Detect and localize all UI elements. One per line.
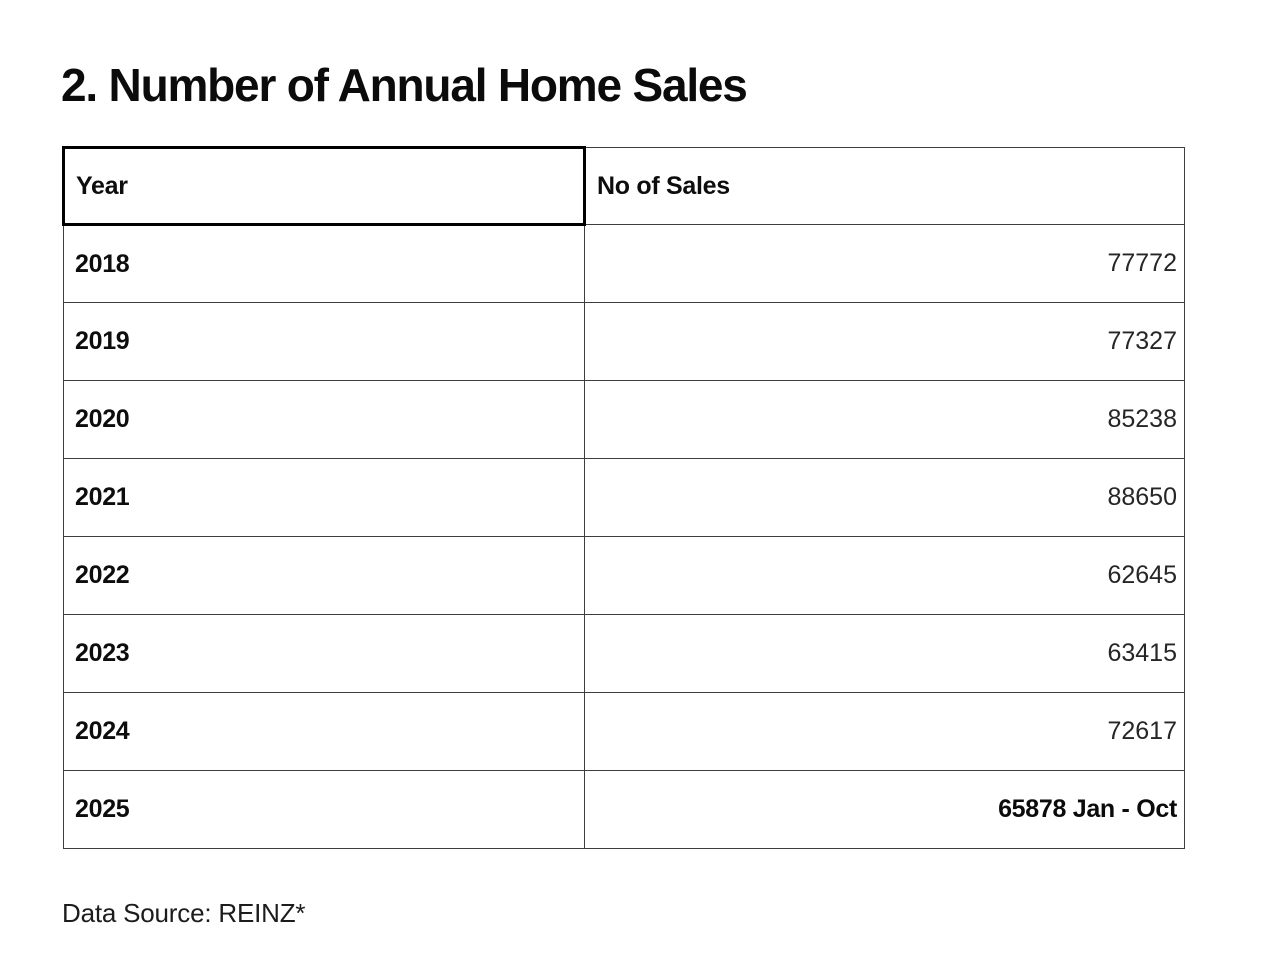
sales-cell[interactable]: 88650: [584, 458, 1185, 537]
year-cell[interactable]: 2023: [63, 614, 585, 693]
year-cell[interactable]: 2022: [63, 536, 585, 615]
table-header-year[interactable]: Year: [62, 146, 586, 226]
data-source-note: Data Source: REINZ*: [62, 898, 306, 928]
table-header-sales[interactable]: No of Sales: [584, 147, 1185, 225]
table-row: 2024 72617: [63, 692, 1185, 771]
sales-cell[interactable]: 62645: [584, 536, 1185, 615]
sales-cell[interactable]: 63415: [584, 614, 1185, 693]
year-cell[interactable]: 2025: [63, 770, 585, 849]
sales-cell[interactable]: 65878 Jan - Oct: [584, 770, 1185, 849]
table-row: 2022 62645: [63, 536, 1185, 615]
year-cell[interactable]: 2021: [63, 458, 585, 537]
sales-cell[interactable]: 72617: [584, 692, 1185, 771]
table-row: 2023 63415: [63, 614, 1185, 693]
year-cell[interactable]: 2019: [63, 302, 585, 381]
annual-home-sales-table: Year No of Sales 2018 77772 2019 77327 2…: [62, 146, 1185, 849]
year-cell[interactable]: 2018: [63, 224, 585, 303]
year-cell[interactable]: 2024: [63, 692, 585, 771]
page-title: 2. Number of Annual Home Sales: [61, 59, 748, 111]
sales-cell[interactable]: 85238: [584, 380, 1185, 459]
table-row: 2019 77327: [63, 302, 1185, 381]
table-row: 2025 65878 Jan - Oct: [63, 770, 1185, 849]
table-header-row: Year No of Sales: [62, 146, 1185, 226]
sales-cell[interactable]: 77327: [584, 302, 1185, 381]
table-row: 2018 77772: [63, 224, 1185, 303]
year-cell[interactable]: 2020: [63, 380, 585, 459]
sales-cell[interactable]: 77772: [584, 224, 1185, 303]
table-row: 2020 85238: [63, 380, 1185, 459]
table-row: 2021 88650: [63, 458, 1185, 537]
